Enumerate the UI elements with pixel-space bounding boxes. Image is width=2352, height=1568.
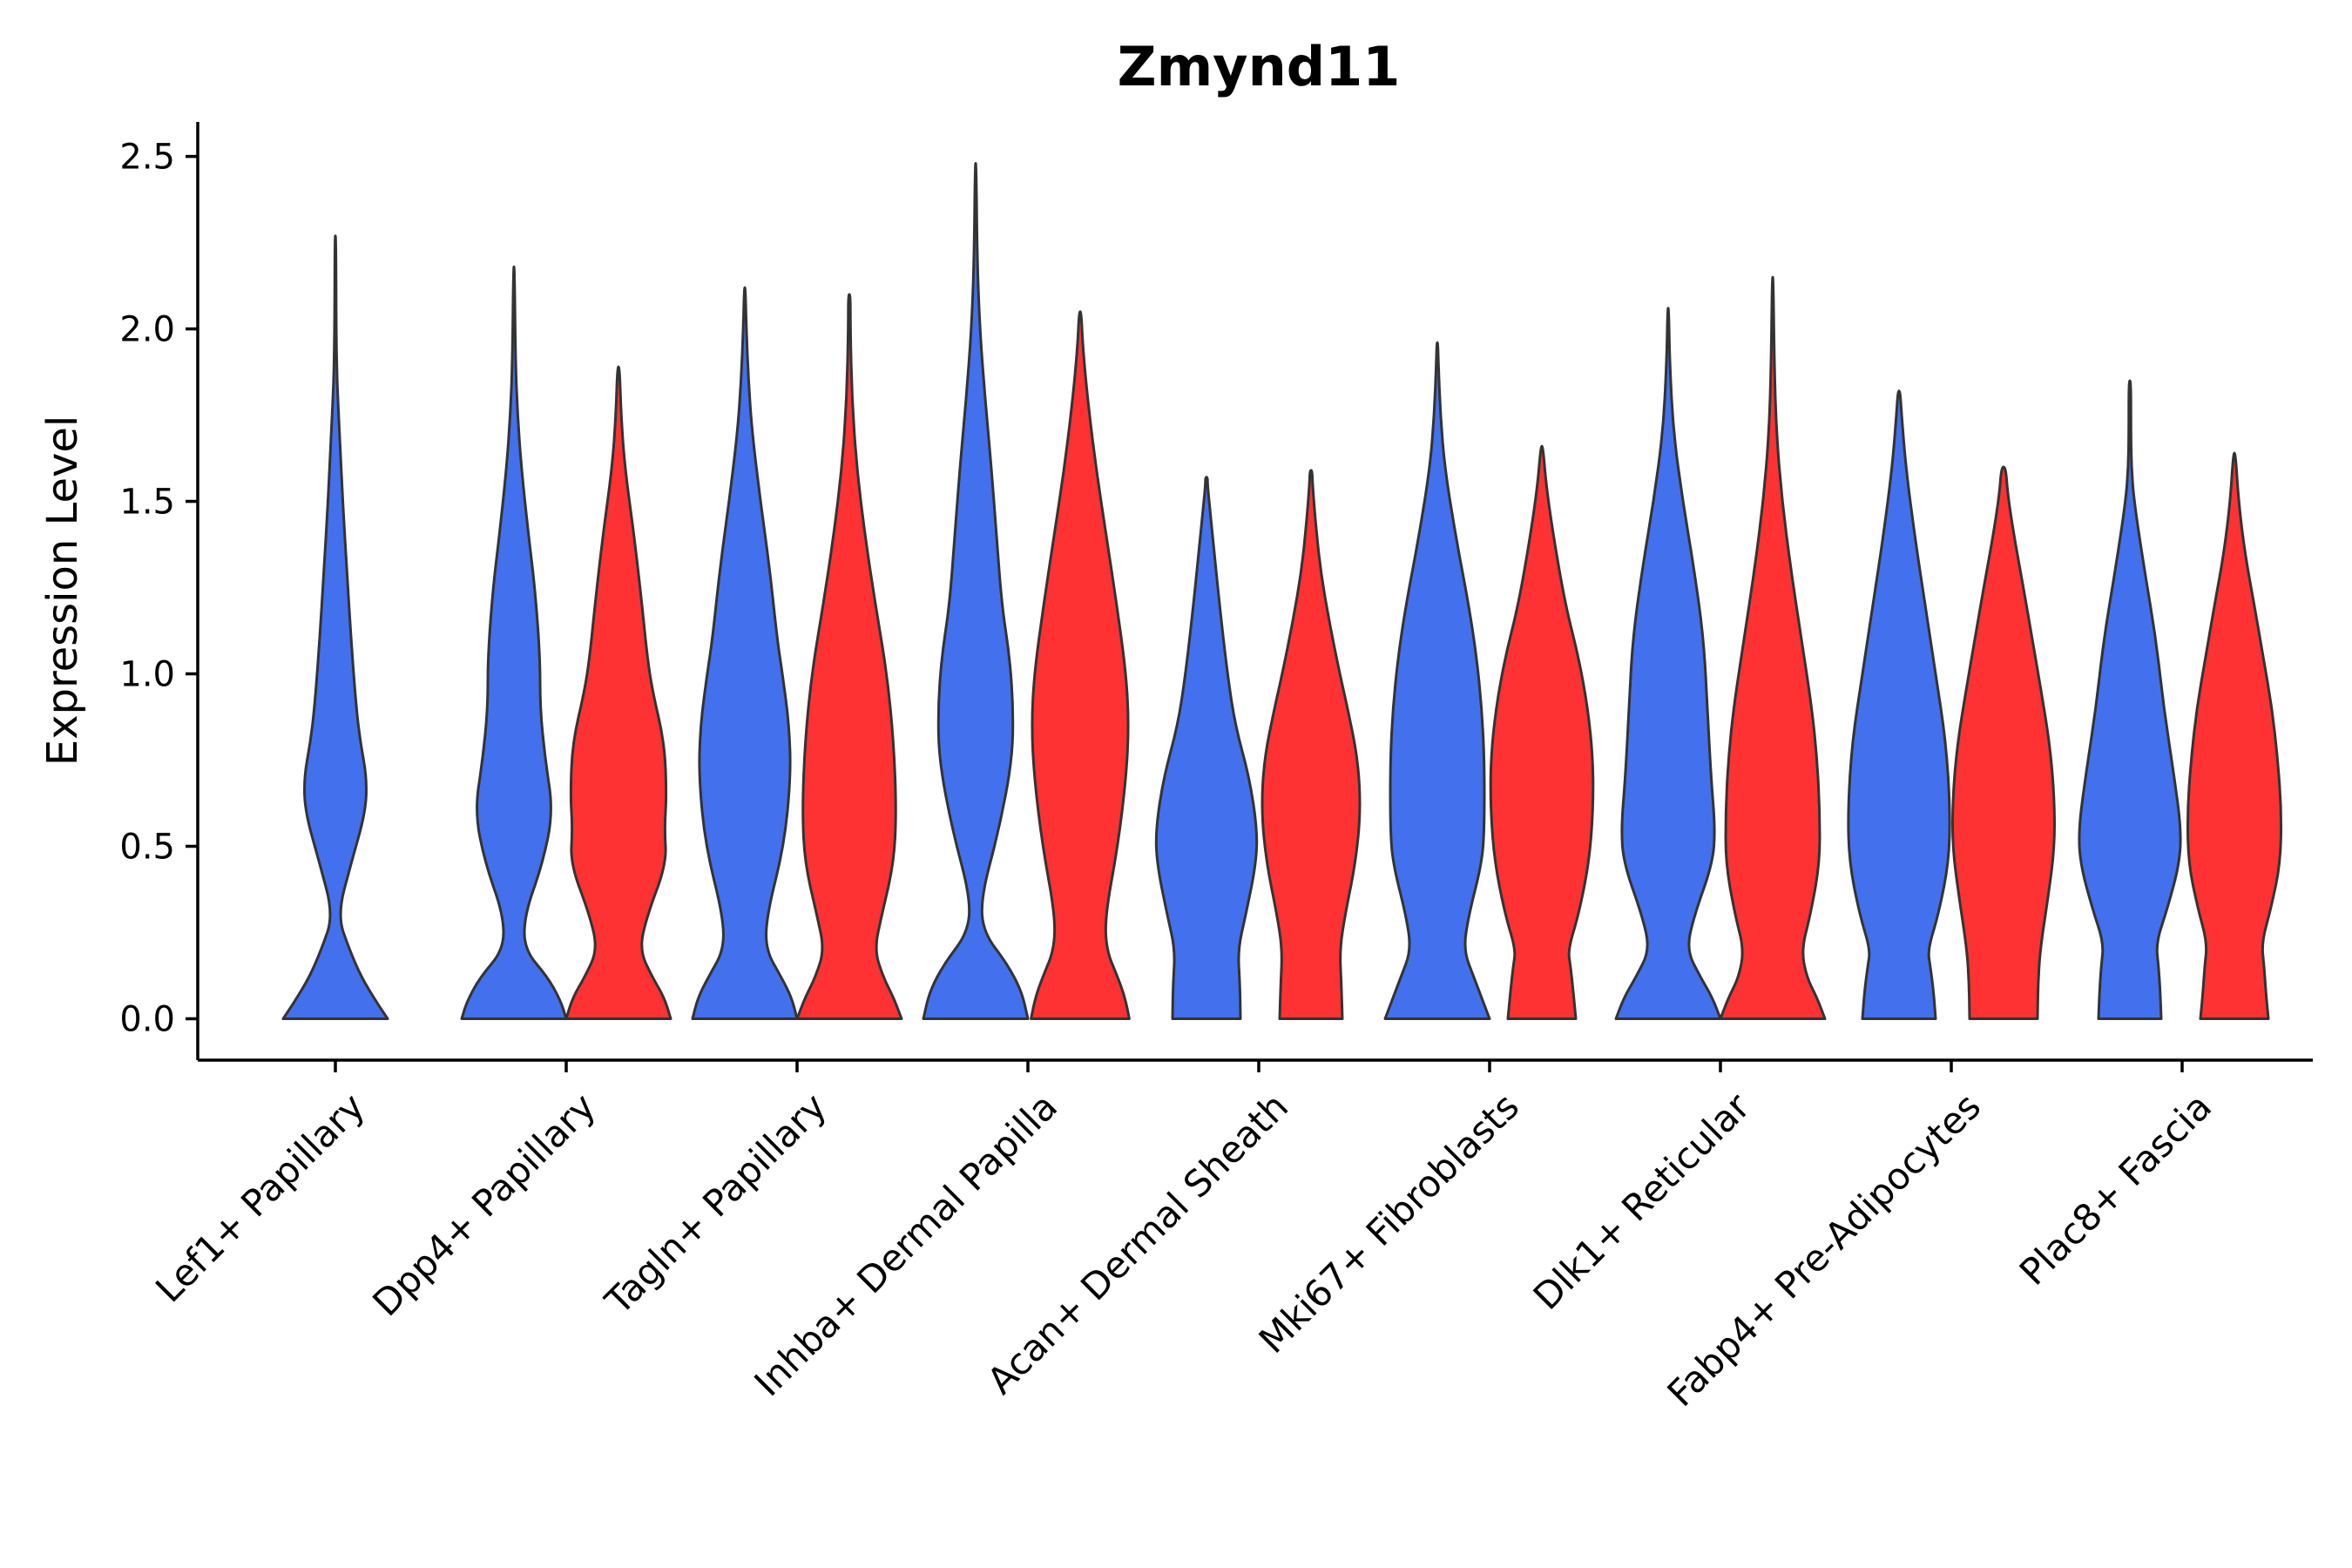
violin-layer [281, 162, 2283, 1020]
y-tick-label: 1.0 [119, 655, 175, 695]
violin-blue-tagln-papillary [691, 286, 799, 1020]
violin-blue-dlk1-reticular [1614, 307, 1722, 1020]
y-axis-label: Expression Level [38, 416, 87, 767]
y-tick-label: 1.5 [119, 483, 175, 523]
violin-red-dpp4-papillary [564, 365, 672, 1020]
y-tick-label: 0.0 [119, 999, 175, 1039]
x-tick-label: Lef1+ Papillary [147, 1085, 373, 1310]
violin-blue-dpp4-papillary [460, 265, 568, 1020]
x-tick-label: Dlk1+ Reticular [1525, 1085, 1759, 1318]
violin-blue-inhba-dermal-papilla [922, 162, 1030, 1020]
violin-red-tagln-papillary [795, 293, 903, 1020]
violin-red-plac8-fascia [2186, 451, 2283, 1020]
violin-blue-mki67-fibroblasts [1383, 341, 1491, 1020]
x-tick-label: Tagln+ Papillary [597, 1085, 835, 1322]
violin-blue-fabp4-pre-adipocytes [1847, 389, 1951, 1020]
y-tick-label: 2.5 [119, 138, 175, 178]
x-tick-label: Mki67+ Fibroblasts [1251, 1085, 1527, 1361]
violin-blue-lef1-papillary [281, 234, 389, 1020]
violin-red-fabp4-pre-adipocytes [1950, 465, 2057, 1020]
x-tick-label: Plac8+ Fascia [2011, 1085, 2220, 1293]
violin-red-mki67-fibroblasts [1489, 444, 1595, 1020]
violin-red-acan-dermal-sheath [1260, 469, 1362, 1020]
y-axis: 0.0 0.5 1.0 1.5 2.0 2.5 [119, 122, 199, 1060]
violin-red-inhba-dermal-papilla [1030, 310, 1131, 1020]
y-tick-label: 0.5 [119, 828, 175, 868]
violin-blue-plac8-fascia [2078, 379, 2182, 1020]
x-tick-label: Dpp4+ Papillary [364, 1085, 604, 1324]
violin-red-dlk1-reticular [1719, 275, 1827, 1020]
y-tick-label: 2.0 [119, 310, 175, 350]
violin-blue-acan-dermal-sheath [1154, 476, 1259, 1020]
chart-title: Zmynd11 [1118, 35, 1401, 98]
